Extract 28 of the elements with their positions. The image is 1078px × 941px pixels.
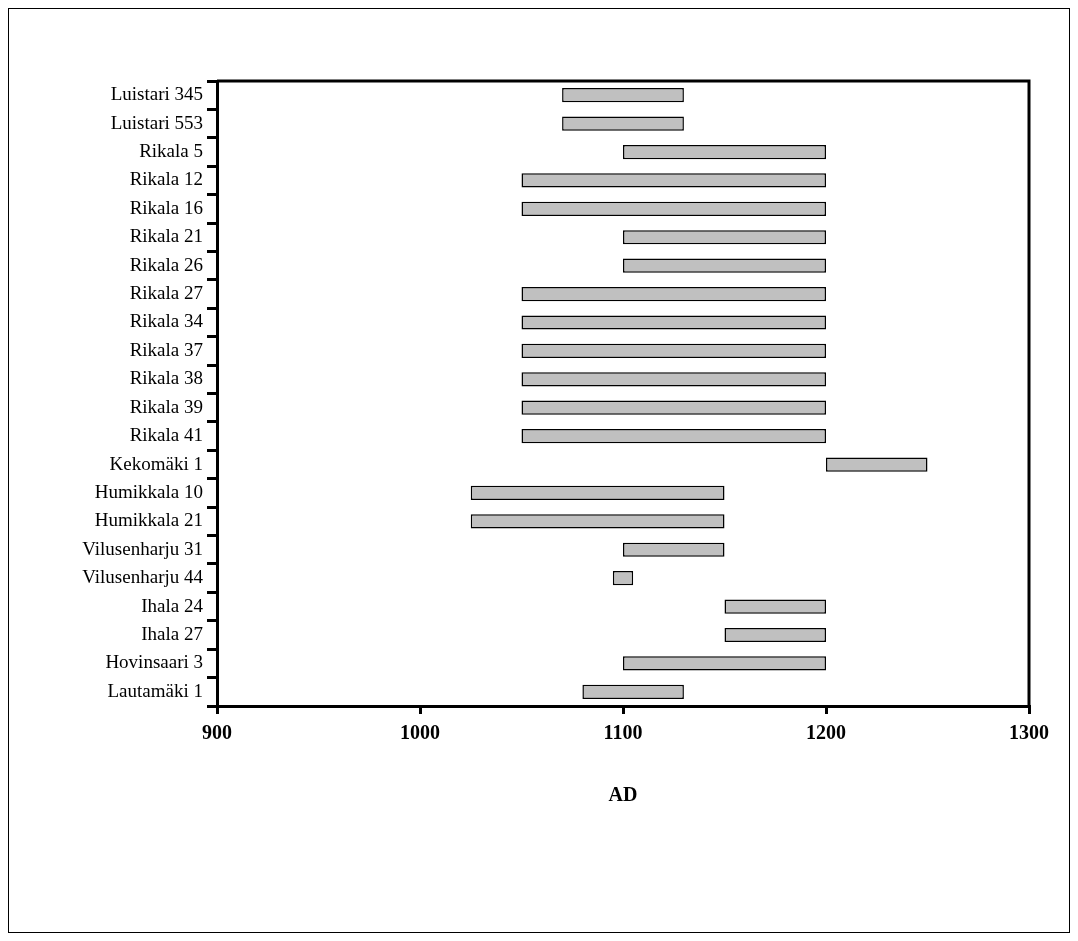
- y-tick-label: Humikkala 21: [94, 509, 203, 531]
- y-tick-label: Lautamäki 1: [107, 679, 203, 701]
- y-tick-label: Rikala 38: [129, 367, 203, 389]
- y-tick-label: Rikala 5: [139, 140, 203, 162]
- y-tick-label: Ihala 27: [141, 622, 203, 644]
- y-tick-label: Hovinsaari 3: [105, 651, 203, 673]
- x-tick-label: 900: [202, 721, 232, 744]
- x-axis-title: AD: [608, 783, 638, 806]
- y-tick-label: Rikala 12: [129, 168, 203, 190]
- x-tick-label: 1300: [1009, 721, 1049, 744]
- y-tick-label: Kekomäki 1: [109, 452, 203, 474]
- y-tick-label: Ihala 24: [141, 594, 204, 616]
- y-tick-label: Rikala 27: [129, 282, 203, 304]
- x-tick-label: 1200: [806, 721, 846, 744]
- y-tick-label: Luistari 345: [110, 83, 203, 105]
- x-tick-label: 1000: [400, 721, 440, 744]
- y-tick-label: Rikala 34: [129, 310, 204, 332]
- y-tick-label: Rikala 41: [129, 424, 203, 446]
- y-tick-label: Rikala 26: [129, 253, 203, 275]
- y-tick-label: Rikala 39: [129, 395, 203, 417]
- y-tick-label: Vilusenharju 31: [82, 537, 203, 559]
- y-tick-label: Humikkala 10: [94, 480, 203, 502]
- y-tick-label: Luistari 553: [110, 111, 203, 133]
- x-tick-label: 1100: [603, 721, 643, 744]
- y-tick-label: Rikala 21: [129, 225, 203, 247]
- y-tick-label: Rikala 16: [129, 196, 203, 218]
- y-tick-label: Vilusenharju 44: [82, 566, 204, 588]
- y-tick-label: Rikala 37: [129, 338, 203, 360]
